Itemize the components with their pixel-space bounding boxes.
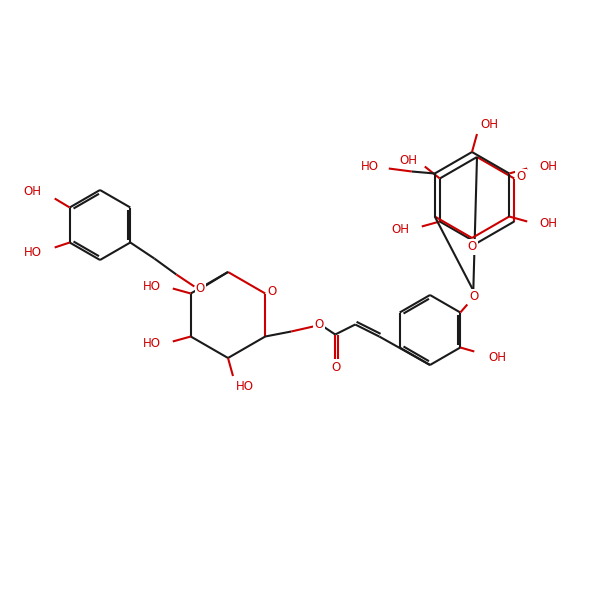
Text: OH: OH <box>539 217 557 230</box>
Text: OH: OH <box>23 185 41 198</box>
Text: HO: HO <box>361 160 379 173</box>
Text: O: O <box>332 361 341 374</box>
Text: OH: OH <box>392 223 410 236</box>
Text: O: O <box>196 282 205 295</box>
Text: HO: HO <box>23 246 41 259</box>
Text: OH: OH <box>488 351 506 364</box>
Text: O: O <box>517 170 526 183</box>
Text: O: O <box>314 318 324 331</box>
Text: HO: HO <box>143 337 161 350</box>
Text: OH: OH <box>400 154 418 167</box>
Text: O: O <box>470 290 479 303</box>
Text: OH: OH <box>480 118 498 130</box>
Text: HO: HO <box>143 280 161 293</box>
Text: O: O <box>268 285 277 298</box>
Text: O: O <box>467 241 476 253</box>
Text: HO: HO <box>236 379 254 392</box>
Text: OH: OH <box>539 160 557 173</box>
